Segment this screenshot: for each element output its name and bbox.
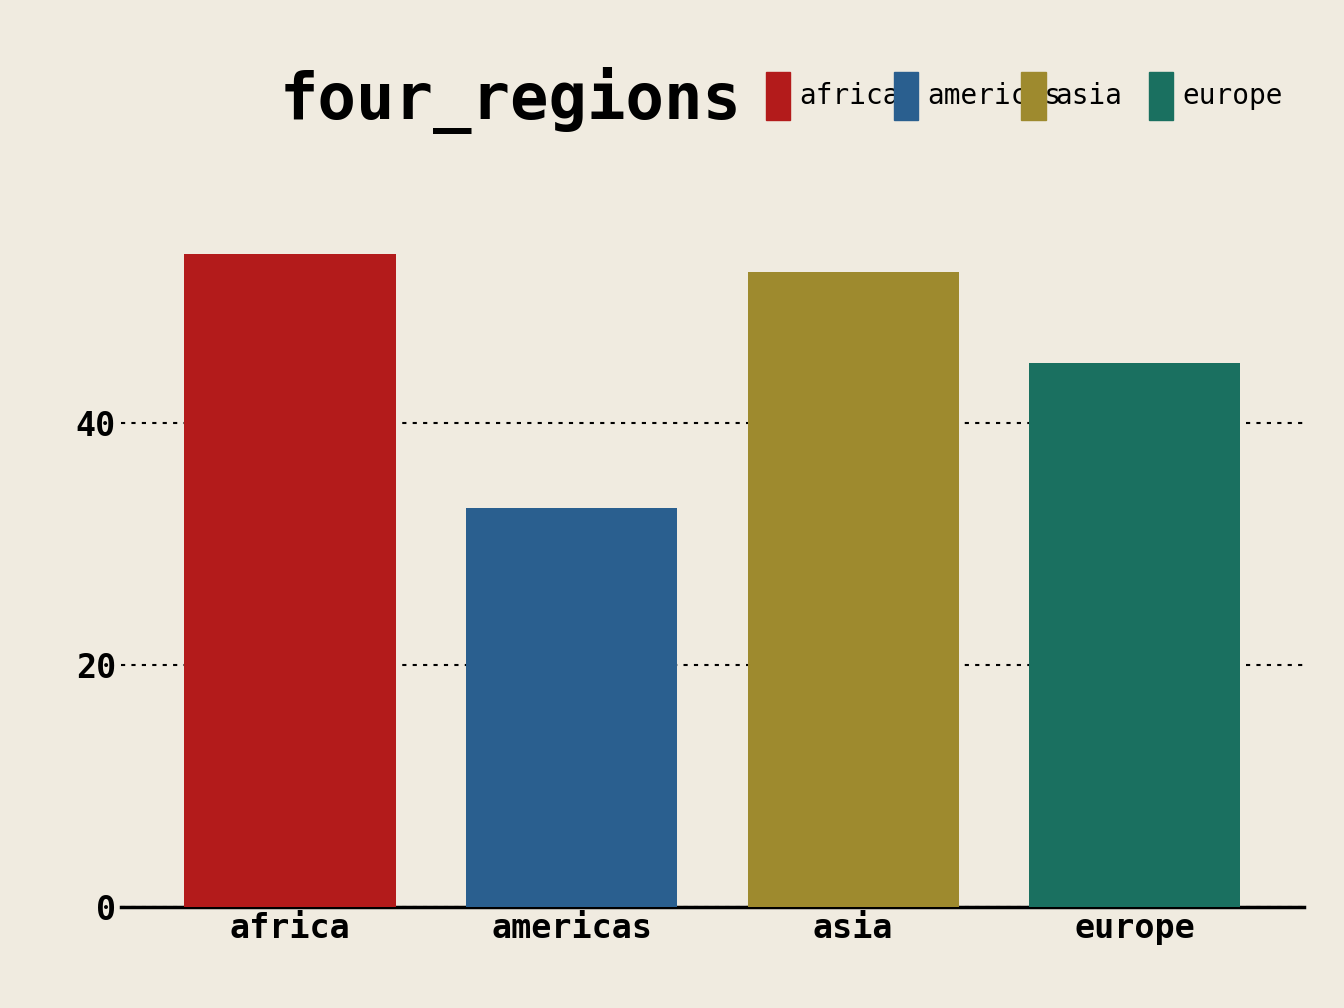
Text: europe: europe (1183, 82, 1284, 110)
Bar (1030, 363, 1241, 907)
Text: four_regions: four_regions (280, 68, 742, 134)
Bar (184, 254, 395, 907)
Text: asia: asia (1055, 82, 1122, 110)
Bar (747, 272, 958, 907)
Bar (466, 508, 677, 907)
Text: africa: africa (800, 82, 900, 110)
Text: americas: americas (927, 82, 1062, 110)
